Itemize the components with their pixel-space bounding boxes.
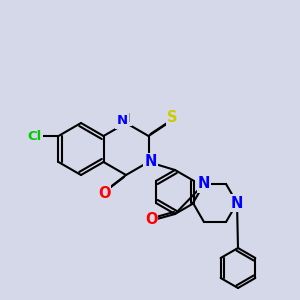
Text: N: N <box>144 154 157 169</box>
Text: H: H <box>121 112 131 125</box>
Text: N: N <box>116 115 128 128</box>
Text: Cl: Cl <box>27 130 42 142</box>
Text: O: O <box>145 212 157 226</box>
Text: N: N <box>198 176 210 191</box>
Text: S: S <box>167 110 178 125</box>
Text: N: N <box>231 196 243 211</box>
Text: O: O <box>98 185 110 200</box>
